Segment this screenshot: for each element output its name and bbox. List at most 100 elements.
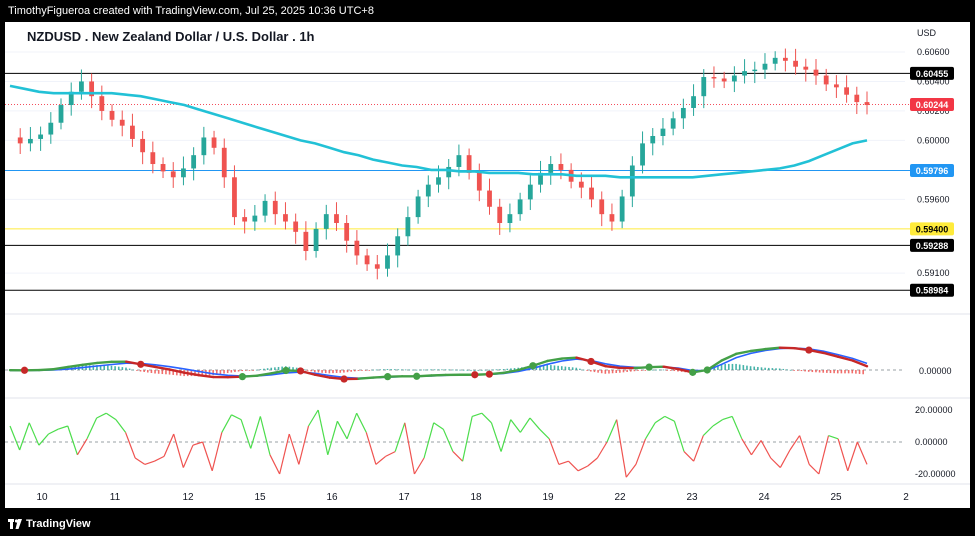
macd-histogram-bar <box>237 370 240 372</box>
macd-line-segment <box>95 360 113 365</box>
oscillator-line-segment <box>596 441 608 459</box>
oscillator-line-segment <box>279 433 290 475</box>
oscillator-line-segment <box>635 438 647 465</box>
macd-histogram-bar <box>655 369 657 371</box>
price-level-badge <box>910 238 954 252</box>
candle-body <box>854 94 860 103</box>
oscillator-line-segment <box>269 454 281 475</box>
oscillator-tick-label: 0.00000 <box>915 437 948 447</box>
oscillator-line-segment <box>616 419 627 478</box>
macd-histogram-bar <box>114 366 116 370</box>
oscillator-line-segment <box>837 438 849 471</box>
candle-body <box>293 221 299 232</box>
candle-body <box>619 196 625 222</box>
chart-panel[interactable]: NZDUSD . New Zealand Dollar / U.S. Dolla… <box>5 22 970 508</box>
candle-body <box>517 199 523 215</box>
candle-body <box>262 200 268 216</box>
macd-histogram-bar <box>858 370 861 374</box>
macd-histogram-bar <box>88 365 91 370</box>
macd-line-segment <box>197 374 215 379</box>
macd-cross-marker <box>471 371 479 379</box>
candle-body <box>160 164 166 172</box>
macd-histogram-bar <box>826 370 828 373</box>
macd-line-segment <box>37 368 55 372</box>
macd-histogram-bar <box>288 366 291 370</box>
macd-cross-marker <box>413 372 421 380</box>
oscillator-line-segment <box>182 444 194 468</box>
candle-body <box>68 91 74 106</box>
oscillator-line-segment <box>9 425 21 451</box>
macd-histogram-bar <box>150 370 153 374</box>
macd-histogram-bar <box>372 369 374 371</box>
macd-histogram-bar <box>611 370 614 374</box>
macd-histogram-bar <box>477 369 480 371</box>
candle-body <box>415 196 421 218</box>
oscillator-line-segment <box>847 441 858 471</box>
oscillator-line-segment <box>144 460 155 465</box>
macd-histogram-bar <box>343 370 345 373</box>
chart-svg[interactable]: NZDUSD . New Zealand Dollar / U.S. Dolla… <box>5 22 970 508</box>
oscillator-line-segment <box>481 412 492 424</box>
macd-histogram-bar <box>513 368 516 370</box>
oscillator-line-segment <box>625 464 637 478</box>
macd-histogram-bar <box>862 370 864 375</box>
candle-body <box>28 138 33 144</box>
macd-cross-marker <box>587 357 595 366</box>
tradingview-logo-icon <box>8 519 22 529</box>
macd-histogram-bar <box>390 369 392 370</box>
candle-body <box>344 223 350 241</box>
macd-histogram-bar <box>143 370 145 373</box>
oscillator-line-segment <box>452 451 463 462</box>
oscillator-line-segment <box>192 441 203 446</box>
macd-cross-marker <box>689 368 697 376</box>
oscillator-line-segment <box>202 441 213 471</box>
macd-histogram-bar <box>368 370 371 371</box>
main-pane[interactable]: NZDUSD . New Zealand Dollar / U.S. Dolla… <box>5 28 954 297</box>
macd-histogram-bar <box>197 370 200 377</box>
currency-label: USD <box>917 28 937 38</box>
macd-histogram-bar <box>644 370 647 371</box>
macd-histogram-bar <box>415 369 418 371</box>
macd-cross-marker <box>485 370 493 378</box>
oscillator-line-segment <box>105 412 117 421</box>
candle-body <box>476 172 482 191</box>
candle-body <box>466 155 472 173</box>
candle-body <box>772 57 778 64</box>
oscillator-line-segment <box>577 465 589 472</box>
oscillator-line-segment <box>86 417 98 440</box>
oscillator-line-segment <box>317 409 329 455</box>
candle-body <box>721 78 727 82</box>
macd-histogram-bar <box>600 370 603 374</box>
candle-body <box>711 77 717 79</box>
macd-histogram-bar <box>818 370 821 373</box>
macd-cross-marker <box>805 346 813 354</box>
oscillator-line-segment <box>433 422 444 430</box>
macd-histogram-bar <box>604 370 607 374</box>
oscillator-line-segment <box>529 417 541 430</box>
macd-line-segment <box>836 355 854 362</box>
oscillator-line-segment <box>28 422 40 446</box>
oscillator-pane[interactable]: 20.00000 0.00000 -20.00000 <box>5 405 956 479</box>
candle-body <box>793 60 798 67</box>
macd-histogram-bar <box>132 369 135 371</box>
oscillator-line-segment <box>385 451 396 457</box>
candle-body <box>640 143 645 166</box>
macd-histogram-bar <box>626 370 628 372</box>
macd-line-segment <box>851 359 869 368</box>
macd-pane[interactable]: 0.00000 <box>5 346 952 383</box>
macd-histogram-bar <box>397 369 400 371</box>
macd-histogram-bar <box>593 370 596 373</box>
oscillator-line-segment <box>510 419 521 433</box>
oscillator-line-segment <box>558 460 569 465</box>
macd-histogram-bar <box>96 365 98 370</box>
macd-histogram-bar <box>564 366 567 370</box>
macd-histogram-bar <box>510 368 512 370</box>
time-tick-label: 17 <box>398 492 410 503</box>
oscillator-line-segment <box>654 415 666 424</box>
macd-line-segment <box>560 356 578 360</box>
macd-histogram-bar <box>259 369 262 371</box>
oscillator-line-segment <box>683 451 695 462</box>
macd-histogram-bar <box>404 369 407 371</box>
macd-histogram-bar <box>579 368 581 370</box>
candle-body <box>364 255 370 265</box>
